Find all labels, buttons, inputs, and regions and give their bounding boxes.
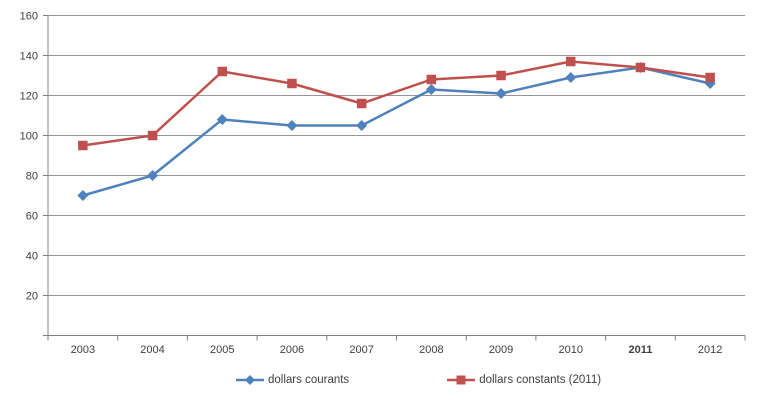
x-axis-tick-label: 2008 [419,344,443,356]
x-axis-tick-label: 2005 [210,344,234,356]
data-point-marker-square [78,140,88,151]
y-axis-tick-label: 140 [20,51,38,63]
legend: dollars courants dollars constants (2011… [235,373,601,387]
legend-item-dollars-constants: dollars constants (2011) [446,373,601,387]
data-point-marker-square [147,130,158,141]
y-axis-tick-label: 60 [26,211,38,223]
legend-swatch-canvas [236,375,264,385]
data-point-marker-diamond [286,120,298,131]
x-axis-tick-label: 2011 [629,344,653,356]
x-axis-tick-label: 2003 [71,344,95,356]
series-line-1 [81,60,712,147]
y-axis-tick-label: 20 [26,291,38,303]
data-point-marker-diamond [77,190,89,201]
data-point-marker-square [287,78,297,89]
data-point-marker-diamond [216,114,228,125]
data-point-marker-diamond [495,88,507,99]
data-point-marker-diamond [565,72,577,83]
y-axis-tick-label: 100 [20,131,38,143]
x-axis-tick-label: 2010 [559,344,583,356]
x-axis-tick-label: 2007 [349,344,373,356]
data-point-marker-square [217,66,227,77]
x-axis-tick-label: 2009 [489,344,513,356]
data-point-marker-square [426,74,437,85]
series-line-0 [81,66,712,197]
legend-marker-diamond-icon [235,373,265,387]
legend-swatch-canvas [447,375,476,385]
data-point-marker-diamond [356,120,368,131]
data-point-marker-square [496,70,506,81]
legend-label-dollars-courants: dollars courants [268,374,350,386]
data-point-marker-diamond [425,84,437,95]
data-point-marker-square [705,72,715,83]
y-axis-tick-label: 120 [20,91,38,103]
data-point-marker-diamond [147,170,159,181]
x-axis-tick-label: 2006 [280,344,304,356]
y-axis-tick-label: 160 [20,11,38,23]
legend-marker-square-icon [446,373,476,387]
data-point-marker-square [566,56,576,67]
data-point-marker-square [635,62,646,73]
y-axis-tick-label: 80 [26,171,38,183]
legend-item-dollars-courants: dollars courants [235,373,349,387]
legend-label-dollars-constants: dollars constants (2011) [479,374,602,386]
x-axis-tick-label: 2004 [140,344,164,356]
data-point-marker-square [356,98,367,109]
x-axis-tick-label: 2012 [698,344,722,356]
y-axis-tick-label: 40 [26,251,38,263]
